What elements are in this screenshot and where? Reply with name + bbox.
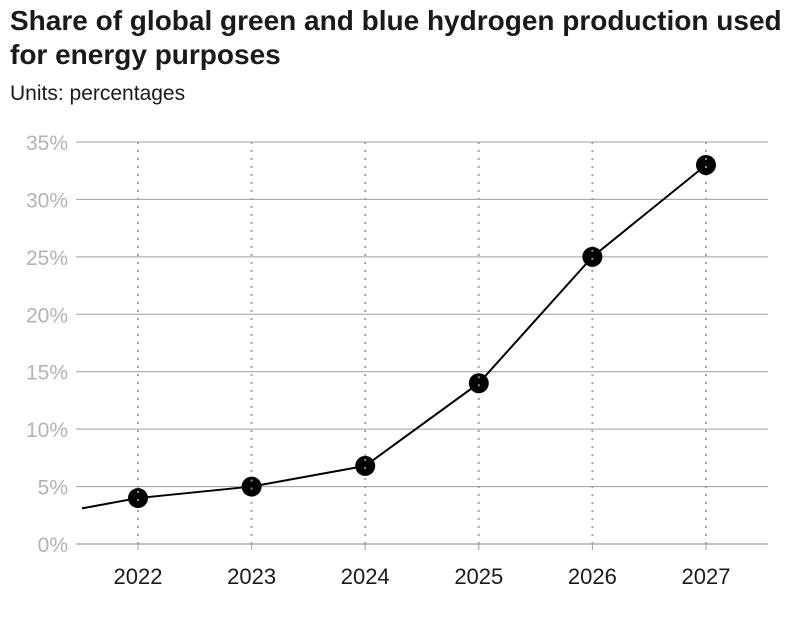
x-tick-label: 2022 [114,564,163,589]
x-tick-label: 2023 [227,564,276,589]
series-line [81,164,707,510]
data-point [128,488,148,509]
vertical-gridlines [137,142,707,550]
y-tick-label: 15% [26,362,68,385]
series-group [81,154,716,510]
chart-title: Share of global green and blue hydrogen … [10,5,782,70]
x-tick-label: 2026 [568,564,617,589]
data-point [582,246,603,267]
y-tick-label: 25% [26,247,68,270]
x-axis-tick-labels: 2022 2023 2024 2025 2026 2027 [114,564,731,589]
x-tick-label: 2024 [341,564,390,589]
data-point [355,455,376,476]
y-tick-label: 10% [26,419,68,442]
units-label: Units: [10,82,64,105]
x-tick-label: 2025 [454,564,503,589]
data-point [468,373,489,394]
y-tick-label: 20% [26,304,68,327]
units-line: Units: percentages [10,82,185,106]
y-axis-tick-labels: 0% 5% 10% 15% 20% 25% 30% 35% [26,132,68,557]
x-tick-label: 2027 [682,564,731,589]
y-tick-label: 30% [26,189,68,212]
data-point [696,154,716,175]
units-value: percentages [69,82,186,105]
y-tick-label: 35% [26,132,68,155]
horizontal-gridlines [76,141,768,545]
y-tick-label: 0% [38,534,68,557]
y-tick-label: 5% [38,477,68,500]
data-point [241,476,262,497]
